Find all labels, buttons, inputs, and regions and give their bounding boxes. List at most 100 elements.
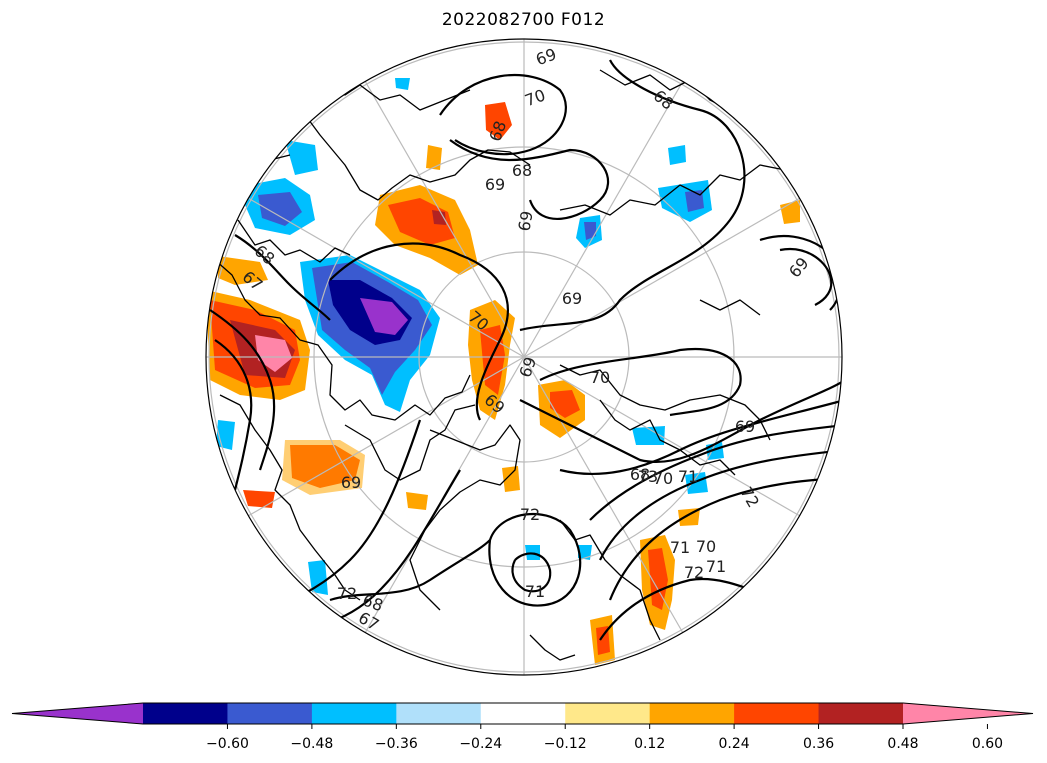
coastline	[344, 404, 476, 481]
contour-line	[779, 247, 833, 306]
contour-line	[511, 552, 552, 593]
colorbar-tick-label: 0.60	[972, 736, 1003, 752]
contour-label: 72	[520, 505, 540, 524]
contour-line	[519, 379, 842, 463]
contour-label: 70	[522, 85, 548, 110]
contour-line	[559, 398, 842, 476]
contour-label: 68	[512, 161, 532, 180]
anomaly-cold-region	[668, 145, 686, 165]
contour-label: 69	[341, 473, 361, 492]
anomaly-cold-region	[395, 78, 410, 90]
height-contours	[209, 59, 842, 641]
coastline	[219, 394, 361, 601]
coastline	[214, 259, 471, 421]
colorbar-segment	[734, 703, 820, 724]
contour-line	[599, 448, 842, 561]
contour-line	[329, 242, 509, 421]
contour-label: 68	[650, 86, 678, 114]
contour-label: 69	[514, 209, 536, 232]
colorbar-segment	[565, 703, 651, 724]
contour-line	[608, 476, 842, 601]
anomaly-cold-region	[658, 180, 712, 222]
anomaly-warm-region	[596, 626, 610, 655]
contour-line	[329, 539, 491, 602]
colorbar-segment	[396, 703, 482, 724]
anomaly-cold-region	[258, 192, 302, 226]
contour-line	[234, 234, 331, 321]
coastline	[409, 424, 521, 611]
contour-line	[488, 512, 582, 607]
anomaly-cold-region	[685, 472, 708, 494]
contour-label: 71	[670, 538, 690, 557]
colorbar-segment	[818, 703, 904, 724]
coastline	[559, 519, 661, 641]
contour-line	[599, 577, 781, 641]
contour-label: 69	[515, 354, 540, 380]
colorbar-tick-label: 0.12	[634, 736, 665, 752]
anomaly-cold-region	[308, 560, 328, 595]
anomaly-warm-region	[502, 466, 520, 492]
contour-line	[519, 59, 746, 332]
contour-line	[319, 469, 461, 627]
colorbar-outline	[11, 702, 1034, 725]
contour-label: 69	[785, 254, 813, 282]
contour-label: 70	[590, 368, 610, 387]
contour-label: 71	[525, 582, 545, 601]
colorbar-segment	[480, 703, 566, 724]
anomaly-cold-region	[685, 190, 704, 212]
anomaly-warm-region	[550, 390, 580, 418]
colorbar-extend-low	[12, 703, 143, 724]
colorbar-tick-label: −0.12	[544, 736, 587, 752]
meridian-line	[523, 356, 684, 634]
anomaly-warm-region	[388, 198, 455, 245]
colorbar: −0.60 −0.48 −0.36 −0.24 −0.12 0.12 0.24 0.36 0.4…	[11, 702, 1034, 752]
coastline	[237, 219, 351, 263]
colorbar-segment	[227, 703, 313, 724]
colorbar-segment	[143, 703, 228, 724]
colorbar-tick-label: −0.24	[459, 736, 502, 752]
anomaly-cold-region	[285, 140, 318, 175]
anomaly-warm-region	[282, 440, 365, 495]
coastline	[249, 149, 291, 161]
map-title: 2022082700 F012	[441, 10, 606, 30]
anomaly-warm-region	[426, 145, 442, 170]
contour-line	[589, 423, 842, 521]
anomaly-warm-region	[432, 210, 446, 225]
contour-line	[214, 339, 253, 491]
anomaly-cold-region	[584, 222, 596, 240]
colorbar-segment	[311, 703, 397, 724]
anomaly-warm-region	[243, 490, 275, 508]
anomaly-cold-region	[632, 426, 665, 445]
colorbar-segment	[649, 703, 735, 724]
contour-label: 71	[678, 467, 698, 486]
coastline	[529, 634, 576, 661]
colorbar-tick-label: 0.48	[887, 736, 918, 752]
coastline	[699, 299, 761, 316]
meridian-line	[247, 197, 525, 358]
colorbar-tick-label: 0.36	[803, 736, 834, 752]
coastline	[559, 164, 786, 216]
contour-line	[439, 73, 567, 156]
contour-label: 69	[533, 44, 559, 69]
meridian-line	[364, 80, 525, 358]
anomaly-warm-region	[485, 102, 512, 140]
anomaly-warm-region	[406, 492, 428, 510]
colorbar-extend-high	[903, 703, 1033, 724]
colorbar-tick-label: 0.24	[719, 736, 750, 752]
colorbar-tick-label: −0.36	[375, 736, 418, 752]
contour-label: 72	[337, 584, 357, 603]
coastline	[599, 69, 731, 111]
contour-label: 73	[638, 467, 658, 486]
meridian-line	[523, 197, 801, 358]
contour-label: 69	[485, 175, 505, 194]
colorbar-tick-label: −0.48	[290, 736, 333, 752]
contour-label: 72	[684, 563, 704, 582]
contour-label: 71	[706, 557, 726, 576]
contour-label: 70	[653, 469, 673, 488]
contour-line	[449, 139, 610, 221]
contour-label: 69	[735, 417, 755, 436]
colorbar-tick-label: −0.60	[206, 736, 249, 752]
graticule	[206, 39, 842, 675]
coastline	[599, 399, 736, 476]
